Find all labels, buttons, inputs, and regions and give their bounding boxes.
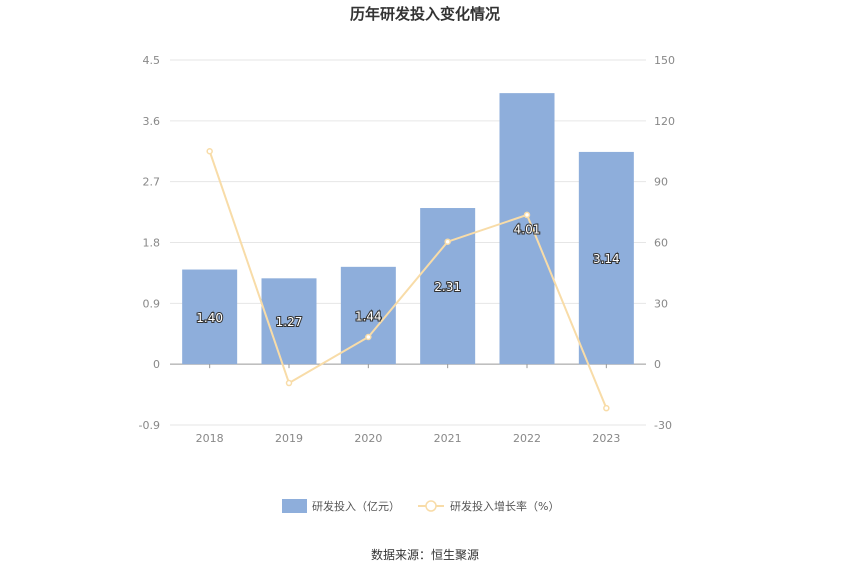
bar [182, 269, 238, 365]
left-tick-label: 1.8 [143, 237, 161, 250]
left-tick-label: 4.5 [143, 54, 161, 67]
x-axis-ticks: 2018 2019 2020 2021 2022 2023 [196, 364, 620, 445]
x-tick-label: 2021 [434, 432, 462, 445]
bar-value-label: 2.31 [434, 280, 461, 294]
x-tick-label: 2023 [592, 432, 620, 445]
legend-bar-swatch [282, 499, 307, 513]
line-point [285, 379, 293, 387]
right-tick-label: -30 [654, 419, 672, 432]
x-tick-label: 2018 [196, 432, 224, 445]
left-tick-label: -0.9 [139, 419, 160, 432]
legend-line-label: 研发投入增长率（%） [450, 499, 559, 513]
left-tick-label: 0.9 [143, 297, 161, 310]
line-point [603, 404, 610, 412]
bar-value-label: 1.27 [276, 315, 303, 329]
chart-title: 历年研发投入变化情况 [350, 5, 500, 23]
left-tick-label: 2.7 [143, 176, 161, 189]
right-tick-label: 120 [654, 115, 675, 128]
legend-line-marker [425, 500, 437, 512]
legend-bar-label: 研发投入（亿元） [312, 499, 400, 513]
bar-value-label: 4.01 [514, 223, 541, 237]
bar-value-label: 1.44 [355, 310, 382, 324]
growth-rate-line [208, 150, 608, 409]
line-point [444, 238, 451, 245]
bar [499, 93, 555, 365]
left-tick-label: 3.6 [143, 115, 161, 128]
bar-value-label: 1.40 [196, 311, 223, 325]
gridlines [170, 59, 646, 426]
bar-value-label: 3.14 [593, 252, 620, 266]
line-point [365, 333, 372, 341]
right-tick-label: 90 [654, 176, 668, 189]
left-tick-label: 0 [153, 358, 160, 371]
line-point [523, 211, 531, 219]
legend: 研发投入（亿元） 研发投入增长率（%） [282, 499, 559, 513]
right-tick-label: 30 [654, 297, 668, 310]
bar [420, 208, 476, 365]
right-axis-ticks: 150 120 90 60 30 0 -30 [654, 54, 675, 432]
bar [578, 151, 634, 365]
bar [261, 278, 317, 365]
line-point [206, 148, 213, 155]
left-axis-ticks: 4.5 3.6 2.7 1.8 0.9 0 -0.9 [139, 54, 160, 432]
source-note: 数据来源：恒生聚源 [371, 547, 479, 562]
right-tick-label: 60 [654, 237, 668, 250]
x-tick-label: 2022 [513, 432, 541, 445]
right-tick-label: 0 [654, 358, 661, 371]
x-tick-label: 2019 [275, 432, 303, 445]
line-series [206, 148, 610, 412]
x-tick-label: 2020 [354, 432, 382, 445]
bar-series [182, 93, 634, 365]
bar-data-labels: 1.40 1.27 1.44 2.31 4.01 3.14 [195, 222, 620, 331]
right-tick-label: 150 [654, 54, 675, 67]
